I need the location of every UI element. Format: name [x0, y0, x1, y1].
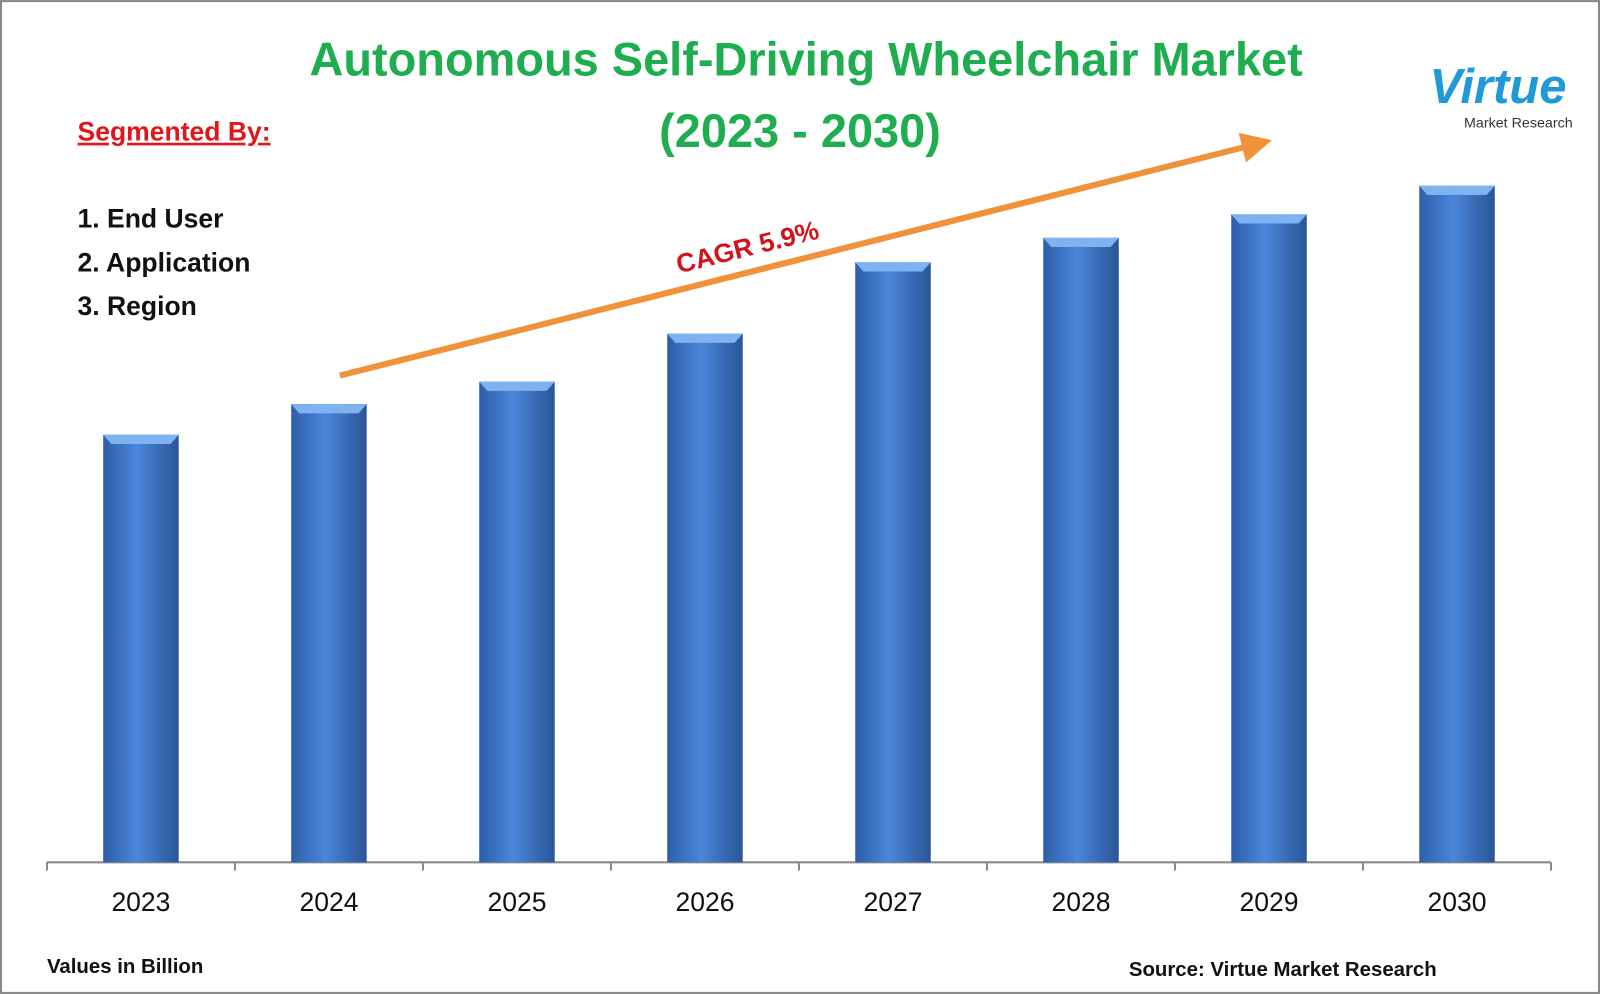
chart-title: Autonomous Self-Driving Wheelchair Marke…	[309, 34, 1303, 86]
bar	[1043, 237, 1119, 863]
unit-note: Values in Billion	[47, 956, 203, 978]
bar-bevel	[855, 262, 931, 272]
x-tick-label: 2025	[487, 887, 546, 917]
trend-arrow	[339, 132, 1272, 379]
x-tick-label: 2027	[863, 887, 922, 917]
bar-bevel	[1231, 214, 1307, 224]
logo-tagline: Market Research	[1464, 115, 1573, 131]
bar-bevel	[667, 333, 743, 343]
segment-heading: Segmented By:	[78, 117, 271, 147]
bar-bevel	[291, 404, 367, 414]
x-tick-label: 2024	[299, 887, 358, 917]
x-tick-label: 2026	[675, 887, 734, 917]
logo-name: Virtue	[1429, 60, 1566, 114]
bar	[291, 404, 367, 863]
source: Source: Virtue Market Research	[1129, 959, 1437, 981]
bar-bevel	[1043, 237, 1119, 247]
segment-item: 2. Application	[78, 247, 251, 277]
bar	[855, 262, 931, 863]
chart-subtitle: (2023 - 2030)	[659, 105, 941, 157]
bar	[479, 381, 555, 863]
bar-bevel	[1419, 185, 1495, 195]
bar	[1419, 185, 1495, 863]
segment-item: 3. Region	[78, 291, 197, 321]
segment-item: 1. End User	[78, 203, 224, 233]
x-tick-label: 2023	[111, 887, 170, 917]
bar	[103, 434, 179, 863]
bar-bevel	[103, 434, 179, 444]
x-tick-label: 2029	[1240, 887, 1299, 917]
bar-bevel	[479, 381, 555, 391]
bar	[1231, 214, 1307, 863]
x-tick-label: 2028	[1051, 887, 1110, 917]
bar	[667, 333, 743, 863]
x-tick-label: 2030	[1428, 887, 1487, 917]
